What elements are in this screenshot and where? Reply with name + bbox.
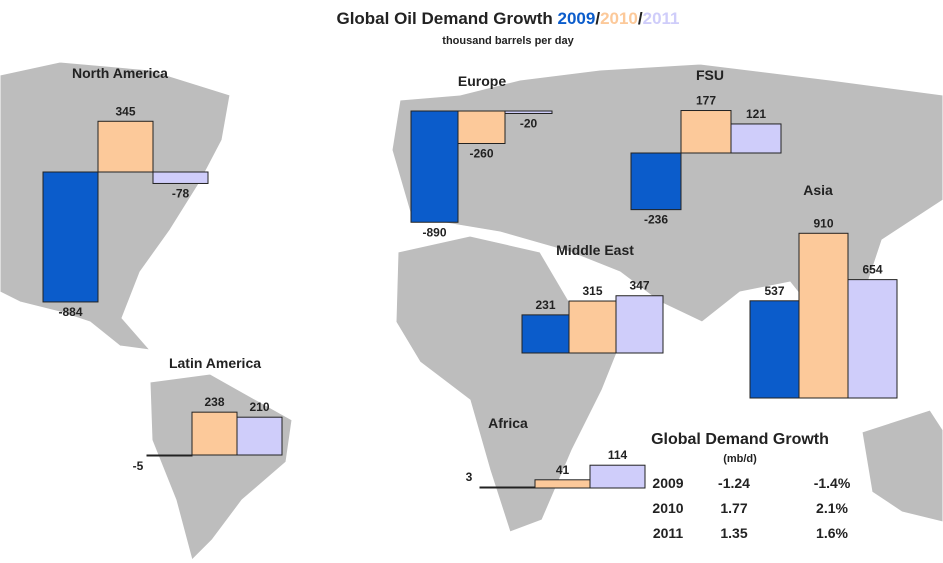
bar <box>97 120 154 173</box>
value-label: 210 <box>249 400 269 414</box>
bar <box>504 110 553 114</box>
bar <box>730 123 782 154</box>
region-name: FSU <box>696 67 724 83</box>
title-text: Global Oil Demand Growth <box>336 9 552 28</box>
table-cell: 1.77 <box>720 500 747 516</box>
year-2010: 2010 <box>600 9 638 28</box>
year-2011: 2011 <box>643 9 680 28</box>
value-label: -236 <box>644 213 668 227</box>
value-label: -884 <box>58 305 82 319</box>
bar <box>847 279 898 399</box>
separator: / <box>638 9 643 28</box>
value-label: 177 <box>696 94 716 108</box>
bar <box>749 300 800 399</box>
region-name: Asia <box>803 182 833 198</box>
bar <box>191 411 238 456</box>
bar <box>534 479 591 489</box>
table-cell: 2009 <box>652 475 683 491</box>
bar <box>479 486 536 489</box>
subtitle: thousand barrels per day <box>442 35 574 47</box>
region-chart: Europe -890 -260 -20 <box>410 73 553 239</box>
table-cell: 2011 <box>653 525 684 541</box>
value-label: 41 <box>556 463 570 477</box>
value-label: 121 <box>746 107 766 121</box>
bar <box>410 110 459 223</box>
bar <box>146 454 193 457</box>
value-label: 238 <box>204 395 224 409</box>
bar <box>152 171 209 184</box>
value-label: 537 <box>764 284 784 298</box>
region-name: North America <box>72 65 168 81</box>
bar <box>457 110 506 144</box>
value-label: 315 <box>582 284 602 298</box>
demand-table: Global Demand Growth (mb/d) 2009 -1.24 -1.… <box>651 431 851 541</box>
bar <box>521 314 570 354</box>
region-chart: North America -884 345 -78 <box>42 65 209 319</box>
value-label: 347 <box>629 279 649 293</box>
table-cell: 2.1% <box>816 500 848 516</box>
region-chart: FSU -236 177 121 <box>630 67 782 227</box>
table-cell: -1.4% <box>814 475 851 491</box>
table-title: Global Demand Growth <box>651 431 829 448</box>
bar <box>589 464 646 489</box>
region-name: Africa <box>488 415 528 431</box>
table-cell: -1.24 <box>718 475 750 491</box>
separator: / <box>595 9 600 28</box>
value-label: -20 <box>520 117 538 131</box>
table-unit: (mb/d) <box>723 453 757 465</box>
title: Global Oil Demand Growth 2009/2010/2011 <box>336 9 679 28</box>
year-2009: 2009 <box>558 9 596 28</box>
region-chart: Latin America -5 238 210 <box>133 355 283 473</box>
region-chart: Asia 537 910 654 <box>749 182 898 399</box>
region-chart: Africa 3 41 114 <box>466 415 646 489</box>
table-cell: 1.6% <box>816 525 848 541</box>
value-label: 910 <box>813 216 833 230</box>
region-chart: Middle East 231 315 347 <box>521 242 664 354</box>
value-label: 114 <box>608 448 628 462</box>
value-label: -78 <box>172 186 190 200</box>
value-label: 345 <box>115 104 135 118</box>
bar <box>42 171 99 303</box>
bar <box>236 416 283 456</box>
region-name: Europe <box>458 73 506 89</box>
australia <box>861 409 943 523</box>
table-cell: 2010 <box>652 500 683 516</box>
bar <box>630 152 682 211</box>
value-label: -890 <box>422 225 446 239</box>
value-label: 654 <box>862 263 882 277</box>
value-label: -260 <box>469 147 493 161</box>
table-cell: 1.35 <box>720 525 747 541</box>
region-name: Middle East <box>556 242 634 258</box>
value-label: 231 <box>535 298 555 312</box>
bar <box>615 295 664 354</box>
region-name: Latin America <box>169 355 261 371</box>
bar <box>568 300 617 354</box>
bar <box>798 232 849 399</box>
value-label: 3 <box>466 470 473 484</box>
value-label: -5 <box>133 459 144 473</box>
bar <box>680 110 732 154</box>
